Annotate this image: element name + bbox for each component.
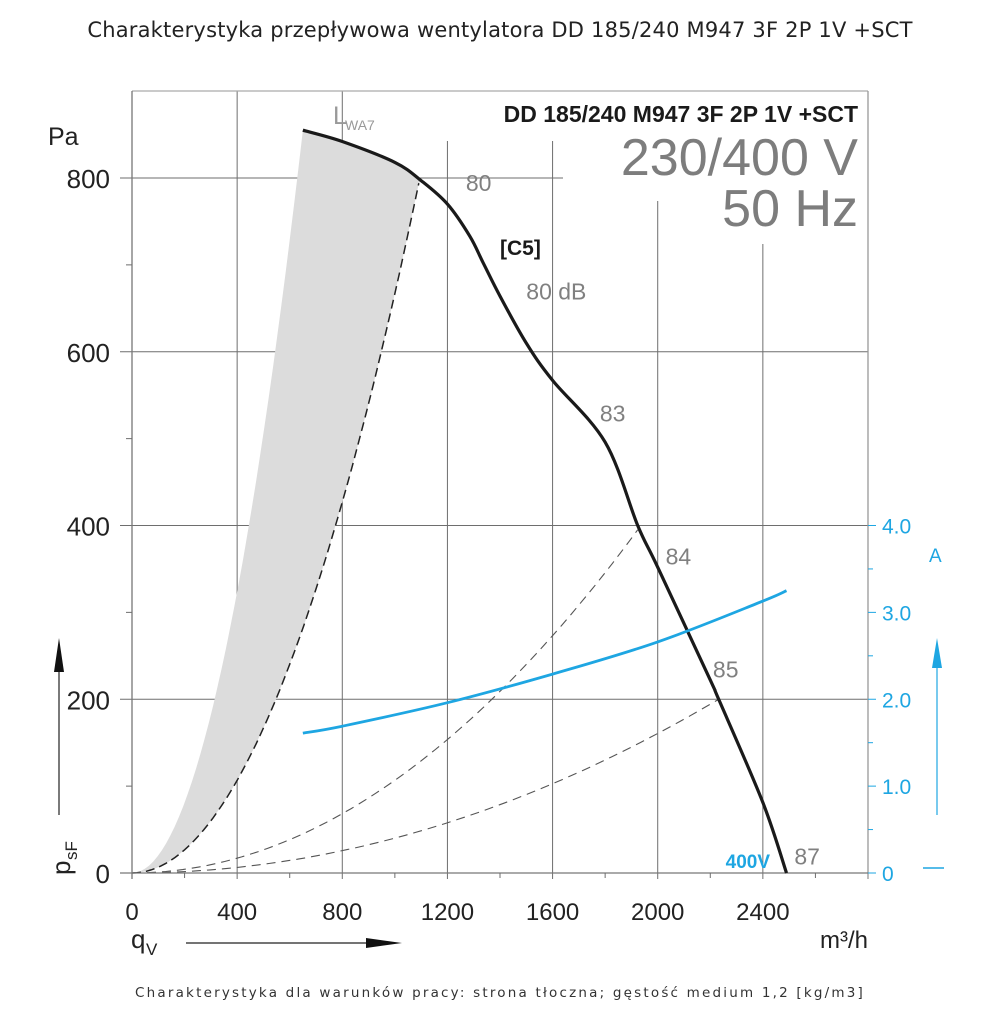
y2-tick-label: 1.0 (882, 776, 911, 799)
shaded-region (132, 130, 422, 873)
x-tick-label: 1200 (421, 899, 474, 926)
frequency-label: 50 Hz (722, 180, 858, 238)
page-title: Charakterystyka przepływowa wentylatora … (87, 18, 913, 42)
y-tick-label: 0 (96, 859, 110, 889)
y2-unit-label: A (929, 546, 942, 567)
chart-footnote: Charakterystyka dla warunków pracy: stro… (134, 985, 866, 1001)
x-tick-label: 2000 (631, 899, 684, 926)
sound-level-annotation: 87 (794, 843, 820, 869)
axes (120, 90, 869, 879)
sound-level-annotation: 85 (713, 657, 739, 683)
x-tick-label: 400 (217, 899, 257, 926)
x-axis-label-q: q (131, 924, 145, 954)
chart-title: DD 185/240 M947 3F 2P 1V +SCT (504, 101, 858, 127)
x-tick-label: 1600 (526, 899, 579, 926)
sound-level-annotation: 84 (666, 544, 692, 570)
y-tick-label: 200 (67, 685, 110, 715)
y2-axis-arrow-head (932, 638, 942, 668)
current-curve (302, 589, 788, 735)
y-axis-label: p sF (46, 841, 81, 875)
x-tick-label: 0 (125, 899, 138, 926)
y-axis-label-p: p (46, 861, 76, 875)
x-axis-arrow-head (366, 938, 402, 948)
y-tick-label: 600 (67, 338, 110, 368)
sound-level-label-sub: WA7 (345, 117, 375, 133)
ticks: 0 400 800 1200 1600 2000 2400 0 200 400 600 800 0 1.0… (67, 164, 912, 926)
current-series-label: 400V (726, 852, 771, 873)
x-axis-label: q V (131, 924, 158, 959)
system-curves (131, 183, 719, 874)
sound-level-annotation: 83 (600, 400, 626, 426)
y2-tick-label: 2.0 (882, 689, 911, 712)
sound-level-annotation: 80 dB (526, 279, 586, 305)
pressure-curve (302, 128, 789, 874)
y-tick-label: 800 (67, 164, 110, 194)
y-unit-label: Pa (48, 123, 79, 151)
system-curve-system-84 (131, 529, 639, 874)
system-curve-system-85 (132, 698, 719, 874)
x-tick-label: 2400 (736, 899, 789, 926)
curve-label: [C5] (500, 237, 541, 260)
y2-tick-label: 3.0 (882, 602, 911, 625)
y-axis-arrow-head (54, 638, 64, 672)
x-axis-label-sub: V (146, 940, 158, 959)
voltage-label: 230/400 V (621, 129, 858, 187)
sound-level-label-L: L (333, 102, 347, 130)
y2-tick-label: 0 (882, 863, 894, 886)
y2-tick-label: 4.0 (882, 516, 911, 539)
x-unit-label: m³/h (820, 927, 868, 954)
sound-level-annotation: 80 (466, 170, 492, 196)
y-tick-label: 400 (67, 512, 110, 542)
sound-annotations: 80 80 dB 83 84 85 87 (466, 170, 820, 869)
y-axis-label-sub: sF (62, 841, 81, 860)
x-tick-label: 800 (322, 899, 362, 926)
